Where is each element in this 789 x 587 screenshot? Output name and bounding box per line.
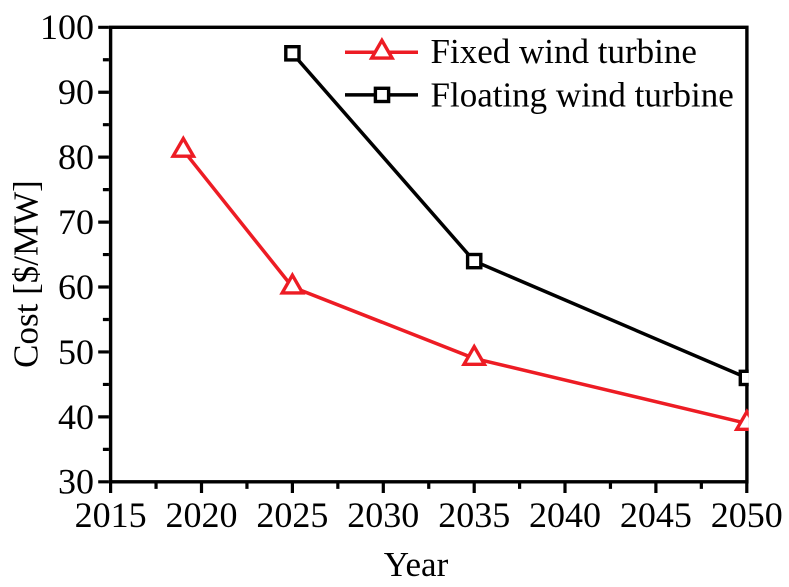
svg-text:2030: 2030 — [347, 495, 419, 535]
svg-text:80: 80 — [58, 137, 94, 177]
svg-text:2035: 2035 — [438, 495, 510, 535]
svg-text:Year: Year — [384, 545, 449, 584]
svg-text:90: 90 — [58, 72, 94, 112]
svg-text:Floating wind turbine: Floating wind turbine — [431, 76, 734, 115]
svg-text:70: 70 — [58, 202, 94, 242]
svg-text:2025: 2025 — [256, 495, 328, 535]
svg-text:50: 50 — [58, 332, 94, 372]
svg-text:Fixed wind turbine: Fixed wind turbine — [431, 32, 697, 71]
svg-text:2015: 2015 — [75, 495, 147, 535]
svg-text:Cost [$/MW]: Cost [$/MW] — [6, 180, 45, 368]
svg-text:2050: 2050 — [711, 495, 783, 535]
svg-text:2040: 2040 — [529, 495, 601, 535]
svg-text:30: 30 — [58, 462, 94, 502]
svg-text:60: 60 — [58, 267, 94, 307]
svg-text:2045: 2045 — [620, 495, 692, 535]
svg-text:2020: 2020 — [166, 495, 238, 535]
svg-text:100: 100 — [40, 7, 94, 47]
svg-text:40: 40 — [58, 397, 94, 437]
